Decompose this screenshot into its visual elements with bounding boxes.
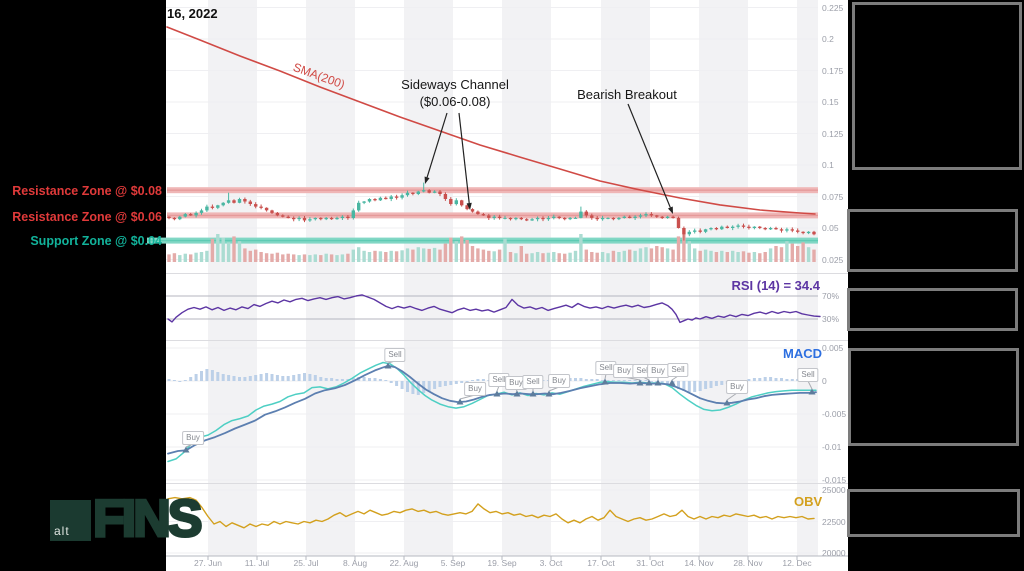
altfins-logo-square: alt (50, 500, 91, 541)
resistance-zone-high-label: Resistance Zone @ $0.08 (12, 184, 162, 198)
redacted-box-1 (852, 2, 1022, 170)
redacted-box-5 (847, 489, 1020, 537)
altfins-logo: alt FINS (50, 492, 204, 547)
redacted-box-2 (847, 209, 1018, 272)
altfins-logo-alt-text: alt (54, 524, 70, 538)
chart-plot-area[interactable] (166, 0, 848, 571)
redacted-box-4 (848, 348, 1019, 446)
resistance-zone-low-label: Resistance Zone @ $0.06 (12, 210, 162, 224)
support-zone-label: Support Zone @ $0.04 (30, 234, 162, 248)
redacted-box-3 (847, 288, 1018, 331)
altfins-logo-wordmark: FINS (91, 490, 203, 548)
